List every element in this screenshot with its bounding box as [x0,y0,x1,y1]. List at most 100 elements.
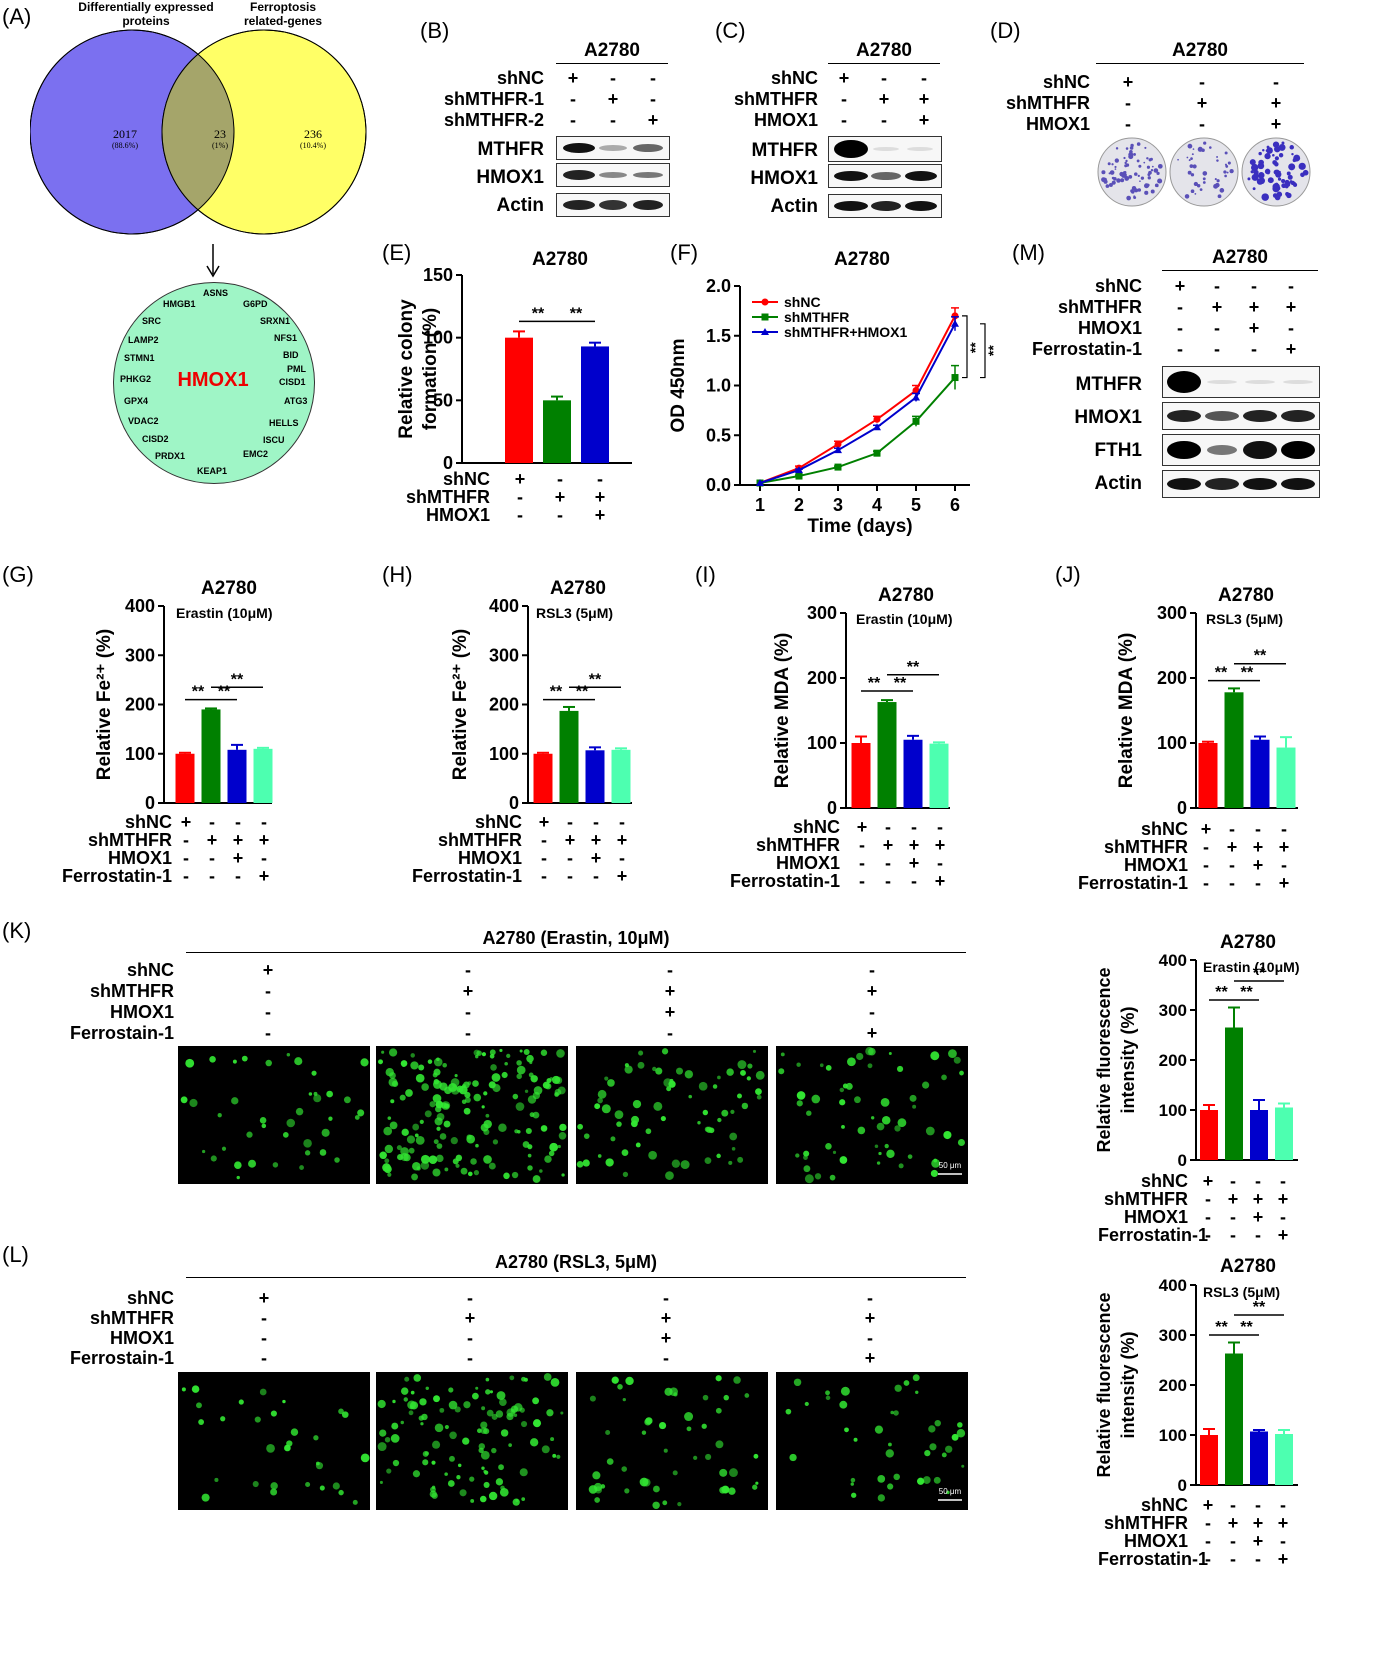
fluorescent-cell [639,1477,649,1487]
colony [1278,153,1284,158]
fluorescent-cell [360,1453,370,1463]
condition-sign: - [650,68,656,88]
colony [1147,176,1151,180]
condition-sign: - [1205,1549,1211,1569]
fluorescent-cell [874,1144,879,1149]
bar [201,709,221,803]
colony [1275,169,1280,174]
fluorescent-cell [509,1375,515,1381]
fluorescent-cell [559,1123,567,1132]
condition-sign: - [567,866,573,886]
condition-sign: - [541,848,547,868]
fluorescent-cell [412,1123,420,1131]
fluorescent-cell [424,1451,430,1456]
panel-label-d: (D) [990,18,1021,43]
bar [1224,692,1244,808]
condition-label: HMOX1 [109,1328,174,1348]
fluorescent-cell [501,1071,508,1079]
condition-label: shNC [1140,1495,1188,1515]
blot-label: HMOX1 [476,167,544,188]
fluorescent-cell [282,1132,289,1138]
colony [1266,171,1270,175]
condition-sign: + [1277,1189,1289,1209]
fluorescent-cell [478,1447,484,1453]
condition-sign: - [663,1348,669,1368]
condition-sign: + [1226,837,1238,857]
colony [1148,170,1152,175]
condition-label: shMTHFR [90,1308,174,1328]
condition-sign: - [570,89,576,109]
condition-sign: - [1230,1495,1236,1515]
panel-k-title: A2780 (Erastin, 10μM) [482,928,670,948]
condition-label: HMOX1 [775,853,840,873]
gene-label: PHKG2 [120,374,152,384]
fluorescent-cell [948,1049,957,1059]
y-tick-label: 200 [1159,1376,1187,1395]
fluorescent-cell [957,1422,963,1428]
fluorescent-cell [481,1052,487,1057]
condition-sign: + [878,89,890,109]
fluorescent-cell [217,1113,222,1118]
condition-sign: - [1125,93,1131,113]
fluorescence-images: 50 μm [178,1372,968,1510]
y-tick-label: 1.5 [706,326,731,346]
bar [227,749,247,803]
bar [543,400,571,463]
fluorescent-cell [321,1128,330,1137]
condition-sign: - [597,469,603,489]
colony [1272,141,1280,148]
fluorescent-cell [313,1435,319,1441]
fluorescent-cell [896,1065,904,1073]
fluorescent-cell [716,1153,721,1159]
fluorescent-cell [839,1099,846,1106]
fluorescent-cell [442,1062,447,1068]
fluorescent-cell [185,1058,195,1068]
condition-sign: - [1230,1549,1236,1569]
fluorescent-cell [406,1135,416,1144]
fluorescent-cell [295,1107,304,1116]
legend-label: shMTHFR+HMOX1 [784,324,908,340]
colony [1193,181,1198,187]
fluorescent-cell [924,1450,931,1457]
colony [1133,196,1137,200]
fluorescent-cell [624,1488,630,1494]
fluorescent-cell [878,1151,882,1156]
fluorescent-cell [433,1395,440,1403]
condition-sign: + [660,1328,672,1348]
fluorescent-cell [677,1502,682,1507]
fluorescent-cell [429,1490,437,1498]
colony [1258,172,1265,179]
fluorescent-cell [236,1175,240,1180]
colony [1190,173,1195,177]
fluorescent-cell [414,1133,419,1138]
colony [1276,191,1283,198]
fluorescent-cell [473,1093,482,1102]
condition-sign: + [258,1288,270,1308]
fluorescent-cell [391,1422,399,1430]
western-blot-band [1162,470,1320,498]
fluorescent-cell [439,1133,447,1140]
colony [1109,170,1115,175]
treatment-label: RSL3 (5μM) [536,605,613,621]
fluorescent-cell [857,1126,866,1135]
fluorescent-cell [408,1410,414,1416]
fluorescent-cell [508,1443,512,1447]
data-point [912,417,920,425]
fluorescent-cell [311,1070,317,1076]
significance-mark: ** [589,671,602,688]
fluorescent-cell [701,1423,707,1429]
fluorescent-cell [495,1478,504,1486]
condition-sign: - [593,812,599,832]
fluorescent-cell [945,1445,953,1453]
condition-sign: + [1277,1225,1289,1245]
condition-sign: + [882,835,894,855]
chart-title: A2780 [878,585,934,606]
colony [1140,176,1145,180]
fluorescent-cell [719,1468,728,1477]
panel-label-k: (K) [2,918,32,943]
panel-label-i: (I) [695,562,716,587]
fluorescent-cell [498,1464,504,1471]
fluorescent-cell [560,1411,564,1415]
cell-line-title: A2780 [584,40,640,61]
condition-sign: - [1203,873,1209,893]
